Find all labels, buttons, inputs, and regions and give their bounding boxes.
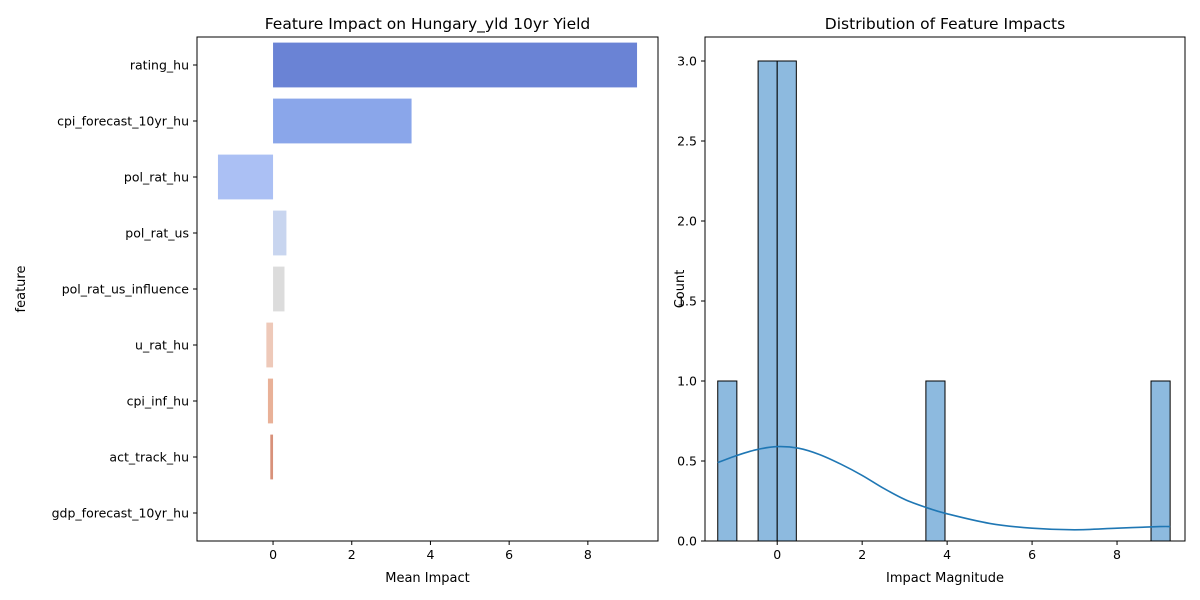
x-tick-label: 2 xyxy=(348,547,356,562)
histogram-bin-3 xyxy=(925,380,946,542)
x-tick-label: 8 xyxy=(584,547,592,562)
histogram-bin-1 xyxy=(757,60,778,542)
x-tick-label: 8 xyxy=(1113,547,1121,562)
histogram-bin-2 xyxy=(776,60,797,542)
bar-cpi_forecast_10yr_hu xyxy=(273,98,412,144)
bar-u_rat_hu xyxy=(266,322,274,368)
y-tick-label: cpi_forecast_10yr_hu xyxy=(57,114,189,129)
y-tick-label: cpi_inf_hu xyxy=(127,394,189,409)
y-tick-label: rating_hu xyxy=(130,58,189,73)
right-y-ticks: 0.0 0.5 1.0 1.5 2.0 2.5 3.0 xyxy=(677,54,705,549)
y-tick-label: u_rat_hu xyxy=(135,338,189,353)
left-y-ticks: rating_hu cpi_forecast_10yr_hu pol_rat_hup… xyxy=(52,58,197,521)
y-tick-label: pol_rat_us_influence xyxy=(62,282,190,297)
left-x-ticks: 0 2 4 6 8 xyxy=(269,541,592,562)
y-tick-label: gdp_forecast_10yr_hu xyxy=(52,506,189,521)
x-tick-label: 0 xyxy=(773,547,781,562)
y-tick-label: 1.5 xyxy=(677,294,697,309)
y-tick-label: 2.5 xyxy=(677,134,697,149)
bar-act_track_hu xyxy=(270,434,274,480)
x-tick-label: 6 xyxy=(505,547,513,562)
right-chart-title: Distribution of Feature Impacts xyxy=(825,15,1065,33)
histogram-bin-4 xyxy=(1150,380,1171,542)
right-y-axis-label: Count xyxy=(673,270,688,309)
y-tick-label: pol_rat_us xyxy=(125,226,189,241)
x-tick-label: 0 xyxy=(269,547,277,562)
bar-rating_hu xyxy=(273,42,638,88)
y-tick-label: act_track_hu xyxy=(109,450,189,465)
right-panel: 0.0 0.5 1.0 1.5 2.0 2.5 3.0 0 2 4 6 8 Distribution… xyxy=(673,15,1186,586)
y-tick-label: 3.0 xyxy=(677,54,697,69)
right-x-axis-label: Impact Magnitude xyxy=(886,571,1004,586)
x-tick-label: 4 xyxy=(426,547,434,562)
bar-pol_rat_hu xyxy=(217,154,274,200)
left-panel: rating_hu cpi_forecast_10yr_hu pol_rat_hup… xyxy=(14,15,659,586)
x-tick-label: 4 xyxy=(943,547,951,562)
bar-pol_rat_us_influence xyxy=(273,266,285,312)
y-tick-label: 2.0 xyxy=(677,214,697,229)
left-y-axis-label: feature xyxy=(14,266,29,313)
right-axes-frame xyxy=(704,36,1186,542)
y-tick-label: pol_rat_hu xyxy=(124,170,189,185)
left-bars xyxy=(217,42,638,480)
y-tick-label: 0.0 xyxy=(677,534,697,549)
histogram-bars xyxy=(717,60,1171,542)
x-tick-label: 6 xyxy=(1028,547,1036,562)
y-tick-label: 1.0 xyxy=(677,374,697,389)
x-tick-label: 2 xyxy=(858,547,866,562)
bar-cpi_inf_hu xyxy=(267,378,274,424)
bar-pol_rat_us xyxy=(273,210,287,256)
right-x-ticks: 0 2 4 6 8 xyxy=(773,541,1121,562)
y-tick-label: 0.5 xyxy=(677,454,697,469)
kde-line xyxy=(717,445,1171,531)
left-chart-title: Feature Impact on Hungary_yld 10yr Yield xyxy=(265,15,591,34)
left-x-axis-label: Mean Impact xyxy=(385,571,470,586)
